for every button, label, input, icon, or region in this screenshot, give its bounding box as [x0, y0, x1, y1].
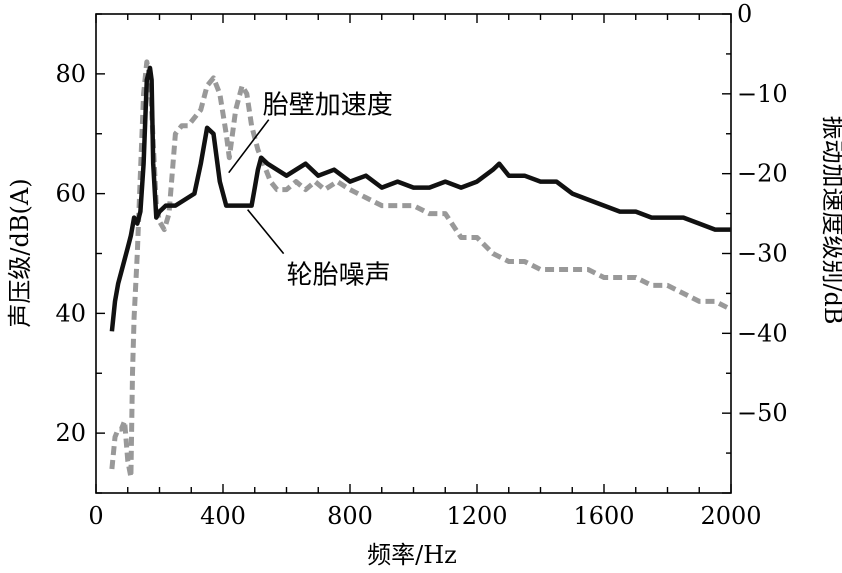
wall-accel-annotation: 胎壁加速度: [263, 91, 393, 121]
left-y-tick-label: 60: [55, 180, 86, 208]
x-tick-label: 2000: [700, 502, 761, 530]
tire-noise-leader-line: [248, 210, 284, 254]
x-axis-title: 频率/Hz: [367, 541, 457, 569]
x-tick-label: 1600: [573, 502, 634, 530]
x-tick-label: 400: [200, 502, 246, 530]
right-y-tick-label: −20: [737, 160, 788, 188]
x-tick-label: 1200: [446, 502, 507, 530]
tire-noise-annotation: 轮胎噪声: [287, 261, 391, 291]
plot-frame: [96, 14, 731, 493]
wall-accel-series-line: [112, 62, 731, 477]
right-y-tick-label: 0: [737, 0, 752, 28]
left-y-tick-label: 20: [55, 419, 86, 447]
plot-border: [96, 14, 731, 493]
x-axis-ticks: 0 400 800 1200 1600 2000: [88, 14, 761, 530]
right-y-tick-label: −10: [737, 80, 788, 108]
x-tick-label: 800: [327, 502, 373, 530]
series-layer: [112, 62, 731, 477]
left-y-tick-label: 80: [55, 60, 86, 88]
x-tick-label: 0: [88, 502, 103, 530]
left-y-axis-ticks: 20 40 60 80: [55, 14, 105, 493]
right-y-tick-label: −50: [737, 399, 788, 427]
left-y-tick-label: 40: [55, 299, 86, 327]
tire-noise-series-line: [112, 68, 731, 331]
right-y-tick-label: −40: [737, 319, 788, 347]
left-y-axis-title: 声压级/dB(A): [6, 178, 34, 327]
right-y-axis-ticks: 0 −10 −20 −30 −40 −50: [722, 0, 788, 493]
right-y-axis-title: 振动加速度级别/dB: [819, 115, 842, 324]
right-y-tick-label: −30: [737, 240, 788, 268]
